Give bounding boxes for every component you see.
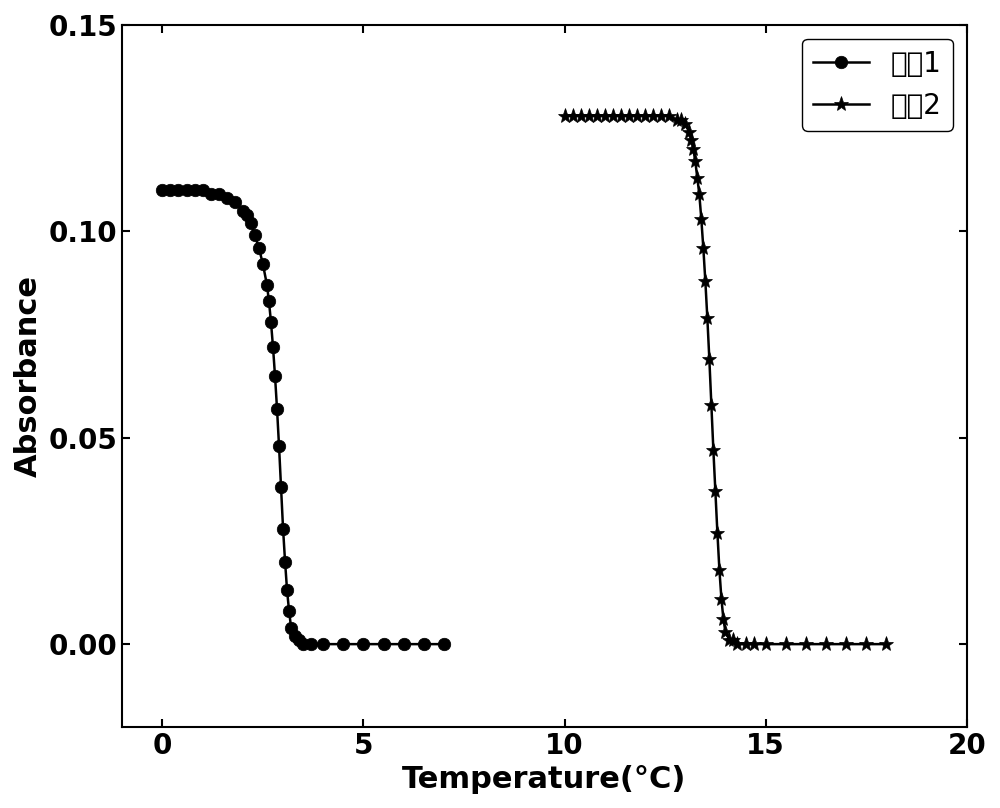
实兣1 (267, 342, 279, 351)
实兣2 (703, 355, 715, 364)
实兣1 (273, 441, 285, 451)
实兣2 (591, 111, 603, 120)
实兣1 (317, 639, 329, 649)
实兣2 (748, 639, 760, 649)
实兣2 (701, 314, 713, 323)
实兣2 (679, 119, 691, 128)
实兣1 (275, 482, 287, 492)
实兣1 (197, 185, 209, 195)
实兣1 (271, 404, 283, 414)
实兣1 (297, 639, 309, 649)
实兣1 (283, 606, 295, 616)
实兣2 (599, 111, 611, 120)
实兣2 (860, 639, 872, 649)
实兣2 (655, 111, 667, 120)
实兣2 (740, 639, 752, 649)
实兣2 (719, 627, 731, 637)
实兣1 (245, 218, 257, 228)
实兣1 (277, 524, 289, 533)
实兣2 (711, 528, 723, 537)
实兣1 (357, 639, 369, 649)
实兣2 (639, 111, 651, 120)
实兣2 (731, 639, 743, 649)
实兣2 (715, 594, 727, 604)
实兣1 (265, 318, 277, 327)
实兣2 (723, 635, 735, 645)
实兣1 (305, 639, 317, 649)
实兣1 (293, 635, 305, 645)
实兣2 (583, 111, 595, 120)
实兣1 (241, 210, 253, 220)
实兣2 (840, 639, 852, 649)
实兣2 (780, 639, 792, 649)
实兣2 (607, 111, 619, 120)
实兣2 (760, 639, 772, 649)
实兣2 (675, 115, 687, 124)
Y-axis label: Absorbance: Absorbance (14, 275, 43, 477)
实兣1 (253, 243, 265, 253)
实兣2 (713, 565, 725, 574)
实兣1 (205, 189, 217, 199)
Line: 实兣2: 实兣2 (557, 108, 894, 652)
实兣2 (683, 128, 695, 137)
实兣2 (709, 486, 721, 496)
实兣2 (559, 111, 571, 120)
X-axis label: Temperature(°C): Temperature(°C) (402, 765, 687, 794)
实兣1 (279, 557, 291, 566)
实兣1 (263, 297, 275, 306)
实兣2 (707, 445, 719, 455)
实兣2 (705, 400, 717, 410)
实兣2 (615, 111, 627, 120)
实兣2 (689, 156, 701, 166)
实兣1 (281, 586, 293, 595)
实兣2 (693, 189, 705, 199)
实兣1 (189, 185, 201, 195)
实兣2 (800, 639, 812, 649)
实兣2 (880, 639, 892, 649)
实兣2 (691, 173, 703, 183)
实兣2 (575, 111, 587, 120)
实兣2 (697, 243, 709, 253)
实兣2 (631, 111, 643, 120)
实兣1 (418, 639, 430, 649)
实兣1 (164, 185, 176, 195)
实兣1 (213, 189, 225, 199)
实兣1 (221, 193, 233, 203)
实兣1 (229, 198, 241, 208)
实兣2 (671, 115, 683, 124)
实兣2 (687, 144, 699, 154)
实兣1 (249, 230, 261, 240)
实兣2 (717, 615, 729, 625)
实兣2 (685, 136, 697, 145)
实兣2 (567, 111, 579, 120)
实兣1 (438, 639, 450, 649)
实兣2 (820, 639, 832, 649)
实兣2 (623, 111, 635, 120)
Legend: 实兣1, 实兣2: 实兣1, 实兣2 (802, 39, 953, 131)
实兣1 (285, 623, 297, 633)
实兣1 (237, 206, 249, 216)
实兣2 (663, 111, 675, 120)
Line: 实兣1: 实兣1 (156, 183, 450, 650)
实兣1 (257, 259, 269, 269)
实兣2 (699, 276, 711, 286)
实兣2 (727, 635, 739, 645)
实兣1 (337, 639, 349, 649)
实兣2 (647, 111, 659, 120)
实兣1 (181, 185, 193, 195)
实兣1 (289, 631, 301, 641)
实兣1 (378, 639, 390, 649)
实兣1 (156, 185, 168, 195)
实兣2 (695, 214, 707, 224)
实兣1 (261, 280, 273, 290)
实兣1 (269, 371, 281, 381)
实兣1 (398, 639, 410, 649)
实兣1 (172, 185, 184, 195)
